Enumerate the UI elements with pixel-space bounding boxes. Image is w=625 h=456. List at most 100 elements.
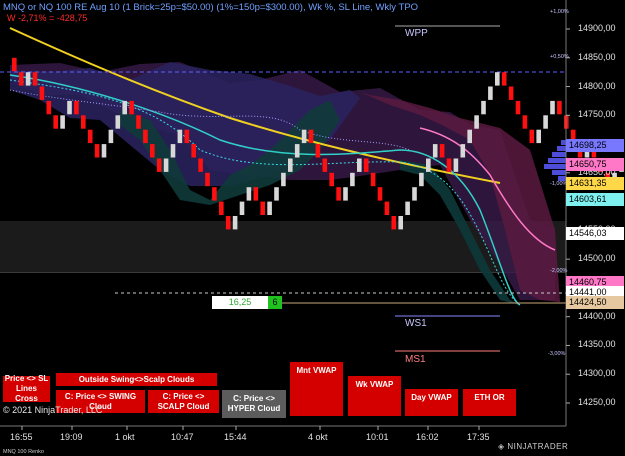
renko-brick (18, 72, 24, 86)
eth-or-button[interactable]: ETH OR (463, 389, 516, 416)
tpo-bar (557, 146, 566, 151)
renko-brick (357, 158, 362, 172)
renko-brick (343, 187, 348, 201)
teal-line (9, 74, 521, 306)
renko-brick (46, 100, 52, 115)
price-marker: 14631,35 (566, 177, 624, 190)
copyright-text: © 2021 NinjaTrader, LLC (3, 405, 103, 415)
renko-brick (53, 115, 58, 129)
renko-brick (101, 144, 107, 158)
renko-brick (432, 144, 438, 158)
renko-brick (87, 129, 93, 144)
purple-dotted-line (9, 89, 411, 151)
chart-subtitle: W -2,71% = -428,75 (7, 13, 88, 23)
renko-brick (529, 129, 535, 144)
tpo-bar (558, 176, 566, 181)
renko-brick (329, 172, 334, 187)
renko-brick (543, 115, 548, 129)
y-tick-label: 14250,00 (578, 397, 616, 407)
renko-brick (212, 187, 217, 201)
renko-brick (488, 86, 493, 100)
renko-brick (550, 100, 555, 115)
renko-brick (225, 216, 231, 230)
renko-brick (12, 57, 17, 72)
pct-tick-label: +0,50% (550, 54, 569, 60)
x-tick-label: 10:01 (366, 432, 389, 442)
price-scalp-cloud-button[interactable]: C: Price <> SCALP Cloud (148, 390, 219, 413)
hyper-cloud-teal (120, 100, 340, 205)
renko-brick (419, 172, 424, 187)
renko-brick (25, 72, 31, 86)
renko-brick (522, 115, 528, 129)
price-hyper-cloud-button[interactable]: C: Price <> HYPER Cloud (222, 390, 286, 418)
renko-brick (557, 100, 562, 115)
mnt-vwap-button[interactable]: Mnt VWAP (290, 362, 343, 416)
renko-brick (163, 158, 169, 172)
renko-brick (239, 201, 245, 215)
renko-brick (446, 158, 452, 172)
price-marker: 14650,75 (566, 158, 624, 171)
sl-line-yellow (9, 27, 501, 184)
renko-brick (515, 100, 521, 115)
day-vwap-button[interactable]: Day VWAP (405, 389, 458, 416)
x-tick-label: 4 okt (308, 432, 328, 442)
y-tick-label: 14350,00 (578, 339, 616, 350)
renko-brick (501, 72, 507, 86)
renko-brick (136, 115, 141, 129)
renko-brick (315, 144, 321, 158)
price-marker: 14424,50 (566, 296, 624, 309)
renko-brick (370, 172, 376, 187)
wk-vwap-button[interactable]: Wk VWAP (348, 376, 401, 416)
renko-brick (294, 144, 300, 158)
renko-brick (32, 72, 38, 86)
renko-brick (39, 86, 45, 100)
renko-brick (191, 144, 196, 158)
y-tick-label: 14300,00 (578, 368, 616, 379)
price-marker: 14698,25 (566, 139, 624, 152)
x-tick-label: 17:35 (467, 432, 490, 442)
price-sl-lines-cross-button[interactable]: Price <> SL Lines Cross (3, 374, 50, 403)
tpo-bar (552, 170, 566, 175)
renko-brick (253, 187, 259, 201)
renko-brick (260, 201, 265, 215)
price-box-value: 16,25 (212, 296, 268, 309)
level-label-wpp: WPP (405, 28, 428, 39)
y-tick-label: 14500,00 (578, 253, 616, 264)
tpo-zone-edge (0, 272, 566, 273)
renko-brick (177, 129, 183, 144)
renko-brick (350, 172, 355, 187)
renko-brick (301, 129, 307, 144)
renko-brick (405, 201, 410, 215)
x-tick-label: 16:02 (416, 432, 439, 442)
ninjatrader-logo: ◈ NINJATRADER (498, 442, 568, 451)
price-swing-cloud-button[interactable]: C: Price <> SWING Cloud (56, 390, 145, 413)
price-marker: 14460,75 (566, 276, 624, 289)
y-tick-label: 14400,00 (578, 310, 616, 321)
renko-brick (67, 100, 72, 115)
tpo-bar (548, 158, 566, 163)
x-tick-label: 15:44 (224, 432, 247, 442)
tpo-bar (552, 152, 566, 157)
renko-brick (570, 129, 576, 144)
x-tick-label: 1 okt (115, 432, 135, 442)
renko-brick (143, 129, 148, 144)
y-tick-label: 14850,00 (578, 51, 616, 62)
renko-brick (122, 100, 127, 115)
tpo-bar (561, 140, 566, 145)
renko-brick (363, 158, 369, 172)
axes (0, 0, 570, 430)
renko-brick (336, 187, 341, 201)
x-tick-label: 16:55 (10, 432, 33, 442)
outside-swing-scalp-clouds-button[interactable]: Outside Swing<>Scalp Clouds (56, 373, 217, 386)
renko-brick (205, 172, 210, 187)
renko-brick (60, 115, 65, 129)
renko-brick (508, 86, 514, 100)
ninjatrader-logo-icon: ◈ (498, 442, 508, 451)
swing-cloud-pink (360, 92, 560, 302)
renko-brick (219, 201, 224, 215)
renko-brick (170, 144, 176, 158)
tpo-bar (544, 164, 566, 169)
pct-tick-label: -1,00% (550, 181, 568, 187)
price-marker: 14603,61 (566, 193, 624, 206)
renko-brick (467, 129, 472, 144)
